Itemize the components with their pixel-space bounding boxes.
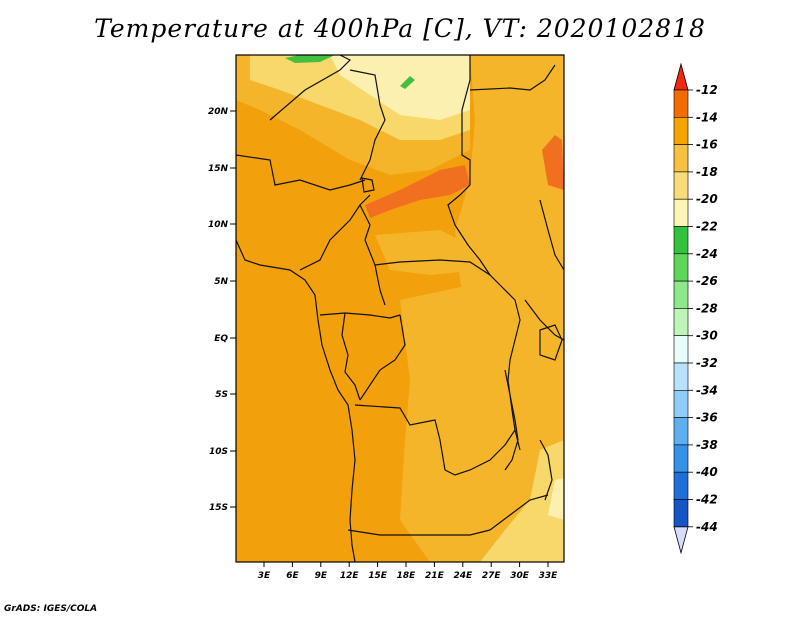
field-east-warm — [455, 55, 564, 440]
lat-label-10n: 10N — [208, 220, 229, 230]
colorbar-box — [673, 417, 689, 446]
colorbar-label: -14 — [696, 110, 718, 124]
colorbar-label: -32 — [696, 356, 718, 370]
colorbar-box — [673, 471, 689, 500]
colorbar-box — [673, 89, 689, 118]
colorbar-label: -22 — [696, 220, 718, 234]
colorbar-label: -28 — [696, 301, 718, 315]
colorbar-label: -20 — [696, 192, 718, 206]
colorbar-label: -16 — [696, 138, 718, 152]
border-angola-zambia — [444, 429, 516, 476]
lon-label-9e: 9E — [315, 571, 328, 581]
colorbar-label: -34 — [696, 383, 718, 397]
lat-label-eq: EQ — [214, 334, 228, 344]
field-southeast-light — [480, 440, 564, 562]
lat-label-20n: 20N — [208, 107, 229, 117]
border-zambia-zimbabwe — [489, 494, 549, 531]
lon-label-24e: 24E — [453, 571, 473, 581]
field-north-pale — [330, 55, 470, 120]
border-drc-tanzania — [507, 359, 521, 451]
lon-label-3e: 3E — [258, 571, 271, 581]
map-title: Temperature at 400hPa [C], VT: 202010281… — [94, 14, 706, 43]
border-lake-malawi — [539, 439, 553, 501]
colorbar-label: -30 — [696, 329, 718, 343]
border-car-drc — [374, 259, 501, 286]
colorbar-box — [673, 335, 689, 364]
border-lake-victoria — [539, 324, 563, 361]
border-lake-tanganyika — [504, 369, 519, 471]
lon-ticks: 3E 6E 9E 12E 15E 18E 21E 24E 27E 30E 33E — [258, 562, 558, 581]
border-gabon-congo — [341, 312, 361, 401]
border-cameroon-car — [359, 204, 386, 306]
colorbar-box — [673, 308, 689, 336]
lon-label-33e: 33E — [539, 571, 559, 581]
colorbar-box — [673, 280, 689, 309]
field-green-patch-west — [285, 55, 335, 63]
border-congo-drc — [359, 314, 406, 401]
colorbar-under-triangle — [673, 526, 689, 555]
temperature-field — [236, 55, 564, 562]
border-niger-libya — [349, 69, 386, 181]
lat-label-10s: 10S — [209, 447, 228, 457]
lon-label-6e: 6E — [286, 571, 299, 581]
colorbar-over-triangle — [673, 62, 689, 91]
colorbar-box — [673, 444, 689, 473]
border-coast — [235, 239, 356, 563]
colorbar-box — [673, 226, 689, 255]
field-hot-east — [542, 135, 564, 190]
colorbar-box — [673, 171, 689, 200]
colorbar-box — [673, 499, 689, 528]
colorbar-label: -40 — [696, 465, 718, 479]
lon-label-12e: 12E — [340, 571, 360, 581]
lat-label-15s: 15S — [209, 503, 228, 513]
lat-label-5s: 5S — [215, 390, 228, 400]
map-axes: 20N 15N 10N 5N EQ 5S 10S 15S 3E 6E 9E 12E 15E 18E 21E… — [208, 54, 565, 581]
lat-label-15n: 15N — [208, 164, 229, 174]
lon-label-18e: 18E — [397, 571, 417, 581]
colorbar-box — [673, 144, 689, 173]
field-southeast-pale — [548, 478, 564, 520]
colorbar-label: -12 — [696, 83, 718, 97]
lon-label-27e: 27E — [482, 571, 502, 581]
border-niger-nigeria — [235, 154, 366, 191]
lon-label-30e: 30E — [510, 571, 530, 581]
colorbar-box — [673, 362, 689, 391]
border-cameroon-gabon — [319, 312, 401, 319]
field-green-patch-east — [400, 76, 415, 89]
colorbar-label: -26 — [696, 274, 718, 288]
field-hot-band — [365, 165, 470, 218]
colorbar-label: -38 — [696, 438, 718, 452]
border-drc-uganda — [499, 284, 521, 361]
colorbar-label: -44 — [696, 520, 718, 534]
colorbar-box — [673, 389, 689, 418]
field-mid-warm — [375, 230, 480, 275]
field-southeast-warm — [400, 285, 564, 562]
map-frame — [235, 54, 565, 563]
border-algeria-niger — [269, 54, 352, 121]
country-borders — [235, 54, 565, 563]
colorbar: -12 -14 -16 -18 -20 -22 -24 -26 -28 -30 -32 -34 -36 -… — [673, 62, 718, 555]
border-chad-sudan — [447, 55, 491, 276]
border-nigeria-cameroon — [299, 194, 371, 271]
colorbar-label: -36 — [696, 411, 718, 425]
lon-label-21e: 21E — [425, 571, 445, 581]
border-drc-angola — [354, 404, 446, 471]
lat-label-5n: 5N — [214, 277, 228, 287]
grads-credit: GrADS: IGES/COLA — [4, 604, 98, 614]
lon-label-15e: 15E — [368, 571, 388, 581]
colorbar-label: -42 — [696, 493, 718, 507]
border-sudan-ethiopia — [469, 64, 556, 91]
colorbar-box — [673, 198, 689, 227]
lat-ticks: 20N 15N 10N 5N EQ 5S 10S 15S — [208, 107, 236, 513]
colorbar-label: -18 — [696, 165, 718, 179]
colorbar-label: -24 — [696, 247, 718, 261]
border-lake-chad — [361, 177, 375, 193]
border-ethiopia-south — [539, 199, 565, 271]
colorbar-box — [673, 117, 689, 145]
colorbar-box — [673, 253, 689, 282]
border-angola-namibia — [347, 529, 491, 536]
